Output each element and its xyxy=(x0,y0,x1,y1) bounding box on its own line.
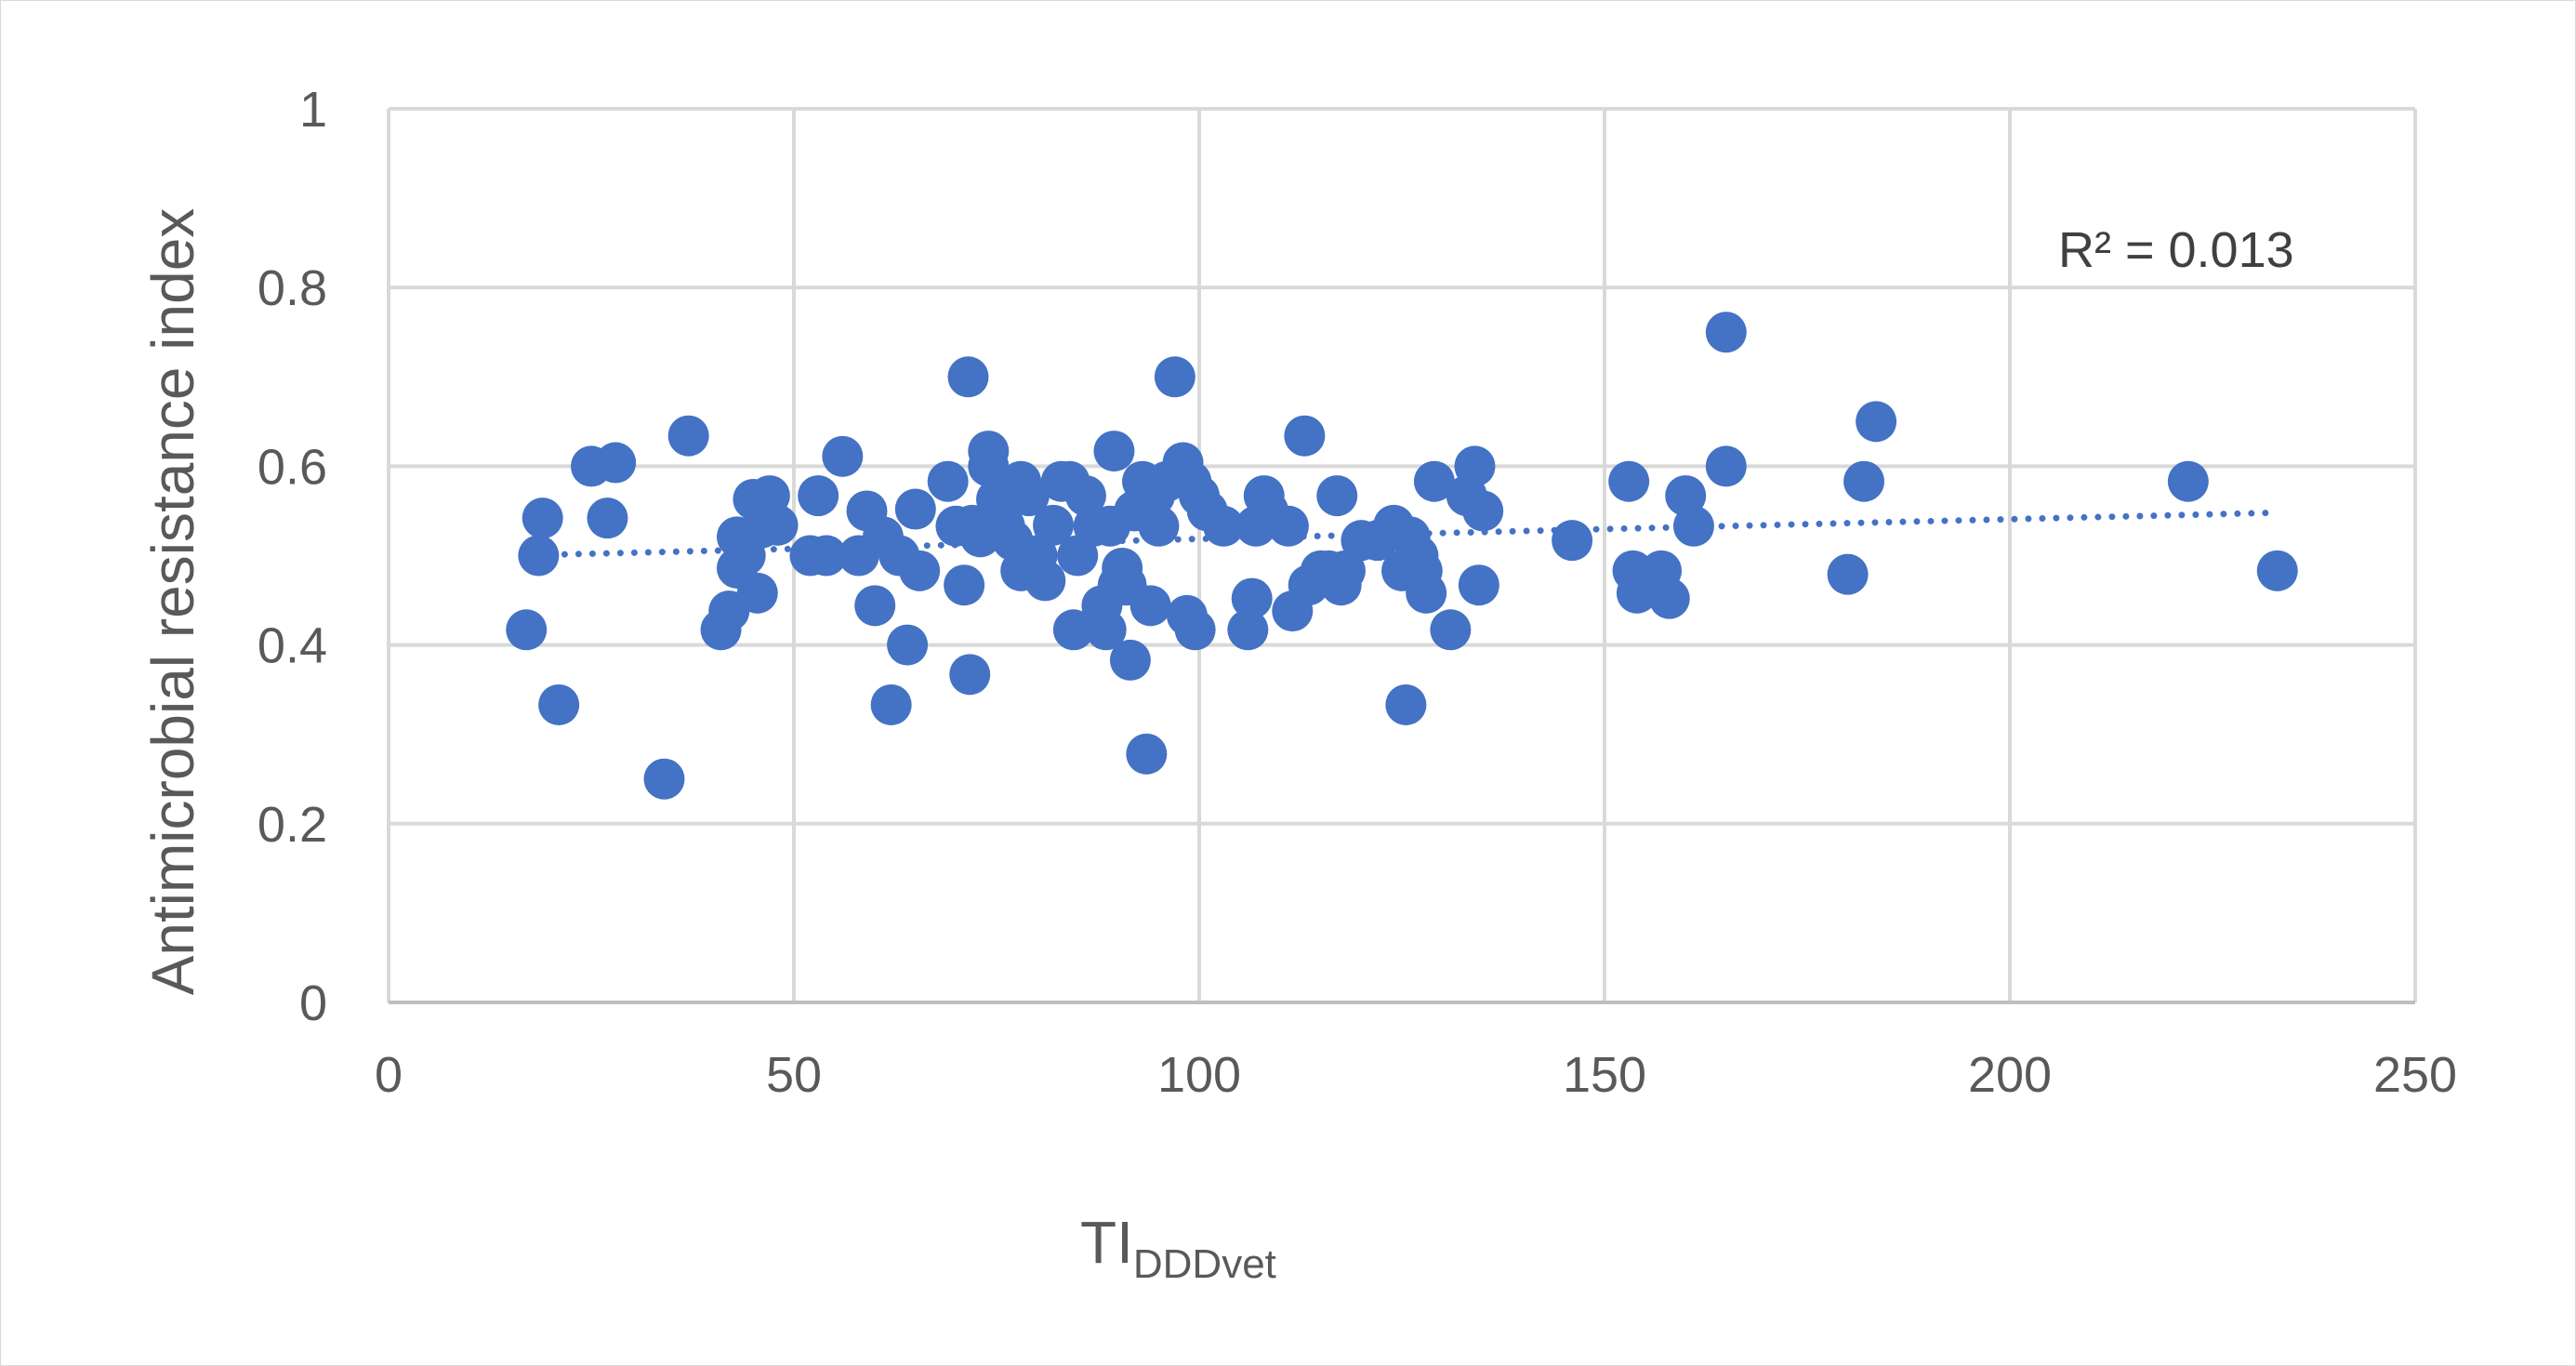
x-tick-label: 100 xyxy=(1157,1047,1241,1103)
data-point xyxy=(506,609,548,651)
data-point xyxy=(1454,445,1496,487)
x-tick-label: 250 xyxy=(2373,1047,2457,1103)
data-point xyxy=(947,356,989,398)
data-point xyxy=(1231,577,1273,619)
data-point xyxy=(522,497,563,539)
data-point xyxy=(1085,609,1127,651)
y-tick-label: 0 xyxy=(299,975,327,1031)
data-point xyxy=(894,488,936,530)
data-point xyxy=(1413,460,1455,502)
data-point xyxy=(1227,609,1269,651)
data-point xyxy=(587,497,628,539)
data-point xyxy=(1154,356,1196,398)
data-point xyxy=(1174,609,1216,651)
data-point xyxy=(927,460,969,502)
x-axis-label: TIDDDvet xyxy=(1080,1209,1276,1287)
data-point xyxy=(1856,401,1897,443)
data-point xyxy=(1324,550,1366,591)
data-point xyxy=(1284,415,1326,457)
data-point xyxy=(1129,585,1171,627)
data-point xyxy=(1316,475,1358,517)
data-point xyxy=(1109,639,1151,681)
data-point xyxy=(667,415,709,457)
data-point xyxy=(1138,505,1180,547)
data-point xyxy=(798,475,839,517)
data-point xyxy=(1093,431,1135,472)
data-point xyxy=(757,504,799,546)
x-axis-label-subscript: DDDvet xyxy=(1133,1241,1276,1287)
data-point xyxy=(1024,560,1066,602)
y-tick-label: 0.4 xyxy=(258,618,327,674)
data-point xyxy=(1126,733,1168,775)
data-point xyxy=(518,535,560,577)
data-point xyxy=(538,683,580,725)
y-axis-label: Antimicrobial resistance index xyxy=(139,208,206,996)
y-tick-labels: 0 0.2 0.4 0.6 0.8 1 xyxy=(258,82,327,1031)
x-tick-label: 50 xyxy=(766,1047,822,1103)
data-point xyxy=(1705,312,1747,353)
data-point xyxy=(1672,505,1714,547)
data-point xyxy=(2256,550,2298,591)
data-point xyxy=(1430,609,1472,651)
data-point xyxy=(1648,577,1690,619)
data-point xyxy=(1705,445,1747,487)
data-point xyxy=(1033,504,1075,546)
y-tick-label: 1 xyxy=(299,82,327,138)
data-point xyxy=(968,445,1010,487)
data-point xyxy=(1203,505,1245,547)
data-point xyxy=(1385,683,1427,725)
x-tick-label: 0 xyxy=(375,1047,403,1103)
x-tick-label: 200 xyxy=(1968,1047,2052,1103)
data-points xyxy=(506,312,2298,800)
data-point xyxy=(822,435,864,477)
data-point xyxy=(1458,564,1499,606)
data-point xyxy=(1052,609,1094,651)
r-squared-annotation: R² = 0.013 xyxy=(2058,222,2294,278)
y-tick-label: 0.6 xyxy=(258,439,327,495)
data-point xyxy=(1008,475,1050,517)
data-point xyxy=(736,572,778,614)
x-tick-label: 150 xyxy=(1563,1047,1646,1103)
y-tick-label: 0.8 xyxy=(258,260,327,316)
x-tick-labels: 0 50 100 150 200 250 xyxy=(375,1047,2457,1103)
data-point xyxy=(595,442,637,484)
data-point xyxy=(1827,553,1869,595)
data-point xyxy=(899,550,941,591)
data-point xyxy=(949,654,991,696)
data-point xyxy=(854,585,896,627)
data-point xyxy=(1267,505,1309,547)
data-point xyxy=(1462,490,1504,532)
x-axis-label-main: TI xyxy=(1080,1209,1133,1276)
data-point xyxy=(2167,460,2209,502)
y-tick-label: 0.2 xyxy=(258,797,327,853)
data-point xyxy=(870,683,912,725)
data-point xyxy=(1843,460,1885,502)
data-point xyxy=(887,624,929,666)
data-point xyxy=(1608,460,1650,502)
data-point xyxy=(944,564,985,606)
data-point xyxy=(1406,572,1447,614)
axes xyxy=(387,109,2415,1004)
data-point xyxy=(1552,520,1593,562)
data-point xyxy=(805,535,847,577)
data-point xyxy=(643,758,685,800)
